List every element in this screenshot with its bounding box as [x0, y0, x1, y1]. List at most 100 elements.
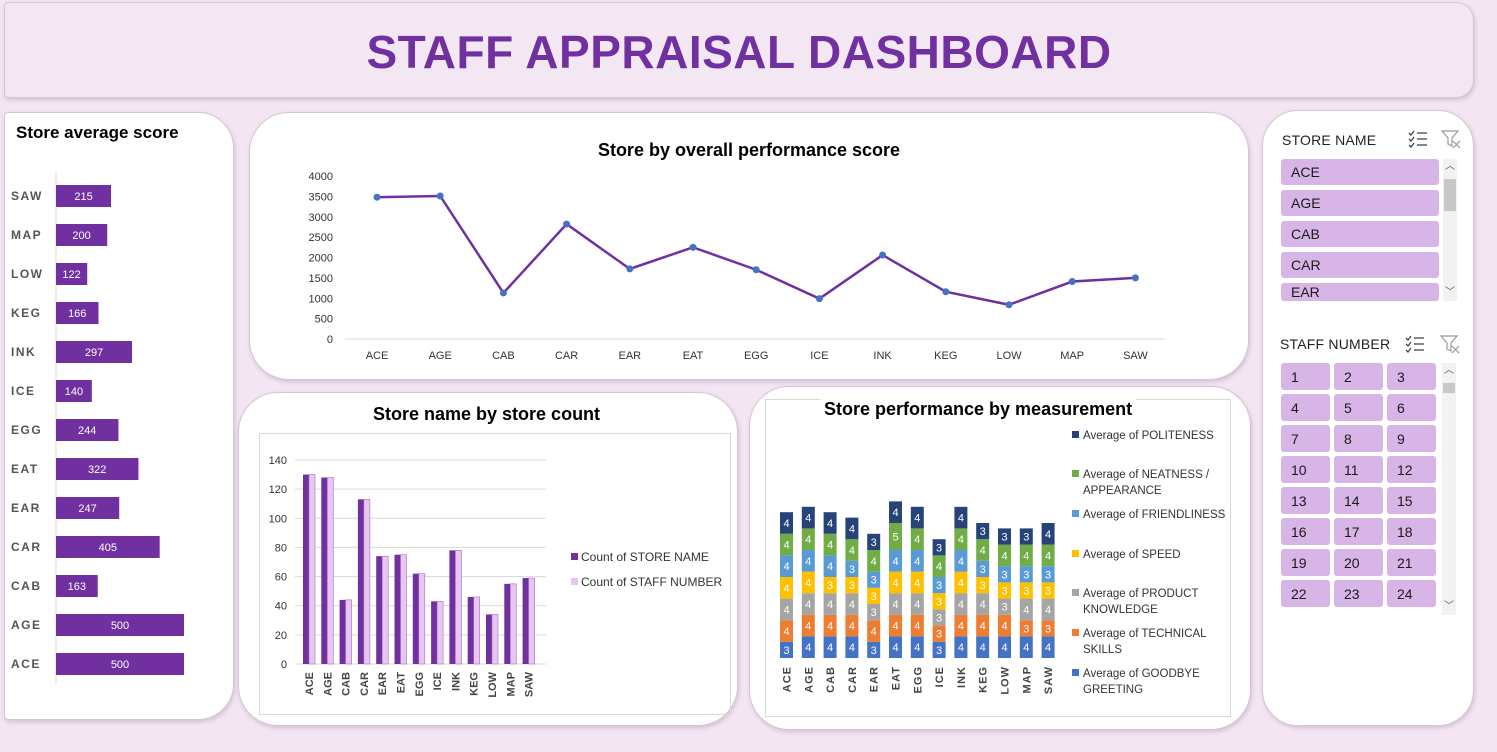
bar [56, 263, 88, 285]
legend-swatch [1072, 431, 1079, 438]
staff-slicer-item[interactable]: 23 [1334, 580, 1383, 607]
data-label: 3 [1001, 569, 1007, 581]
store-slicer-item[interactable]: CAR [1281, 252, 1439, 278]
staff-slicer-item[interactable]: 9 [1387, 425, 1436, 452]
data-label: 3 [936, 580, 942, 592]
store-slicer-item[interactable]: AGE [1281, 190, 1439, 216]
data-label: 3 [936, 596, 942, 608]
store-count-bar-chart: 0 20 40 60 80 100 120 140 ACE AGE CAB CAR EAR EAT EGG I… [269, 455, 723, 698]
multi-select-icon[interactable] [1407, 129, 1429, 149]
data-point [436, 192, 444, 200]
staff-slicer-item[interactable]: 13 [1281, 487, 1330, 514]
staff-slicer-item[interactable]: 21 [1387, 549, 1436, 576]
data-label: 4 [849, 545, 855, 557]
data-label: 4 [892, 621, 898, 633]
staff-slicer-item[interactable]: 20 [1334, 549, 1383, 576]
x-tick-label: LOW [996, 350, 1022, 362]
x-tick-label: CAR [847, 666, 859, 693]
data-point [626, 265, 634, 273]
clear-filter-icon[interactable] [1440, 129, 1462, 149]
performance-score-card[interactable]: Store by overall performance score 0 500 1… [249, 112, 1249, 380]
staff-slicer-item[interactable]: 22 [1281, 580, 1330, 607]
data-label: 3 [1045, 586, 1051, 598]
bar [400, 554, 407, 665]
title-banner: STAFF APPRAISAL DASHBOARD [4, 2, 1474, 98]
bar-segment [998, 528, 1011, 545]
data-point [942, 288, 950, 296]
bar-segment [910, 636, 924, 658]
scroll-up-icon[interactable]: ︿ [1445, 161, 1455, 172]
legend-swatch [571, 553, 578, 560]
staff-slicer-item[interactable]: 10 [1281, 456, 1330, 483]
x-tick-label: ACE [782, 666, 794, 692]
bar-segment [801, 571, 815, 594]
store-name-scrollbar[interactable]: ︿ ﹀ [1443, 159, 1457, 301]
data-label: 166 [68, 308, 86, 320]
staff-slicer-item[interactable]: 6 [1387, 394, 1436, 421]
data-label: 4 [805, 577, 811, 589]
staff-slicer-item[interactable]: 1 [1281, 363, 1330, 390]
staff-slicer-item[interactable]: 15 [1387, 487, 1436, 514]
staff-slicer-item[interactable]: 12 [1387, 456, 1436, 483]
scroll-down-icon[interactable]: ﹀ [1444, 601, 1454, 612]
multi-select-icon[interactable] [1404, 334, 1426, 354]
scroll-thumb[interactable] [1443, 383, 1455, 393]
x-tick-label: LOW [487, 671, 499, 697]
bar [381, 555, 389, 665]
store-slicer-item[interactable]: CAB [1281, 221, 1439, 247]
staff-slicer-item[interactable]: 14 [1334, 487, 1383, 514]
data-label: 3 [936, 629, 942, 641]
data-label: 3 [1023, 532, 1029, 544]
data-label: 4 [914, 577, 920, 589]
category-label: EAT [11, 462, 39, 476]
bar-segment [932, 609, 946, 626]
legend-swatch [1072, 589, 1079, 596]
x-tick-label: ICE [934, 666, 946, 687]
store-count-card[interactable]: Store name by store count 0 20 40 60 80 100 12… [238, 392, 738, 726]
x-tick-label: ACE [304, 672, 316, 695]
staff-slicer-item[interactable]: 8 [1334, 425, 1383, 452]
staff-slicer-item[interactable]: 2 [1334, 363, 1383, 390]
measurement-card[interactable]: Store performance by measurement 3 4 4 4 4 4 4… [749, 386, 1251, 730]
performance-score-line-chart: 0 500 1000 1500 2000 2500 3000 3500 4000 ACE AGE CA… [309, 171, 1165, 362]
staff-slicer-item[interactable]: 24 [1387, 580, 1436, 607]
scroll-up-icon[interactable]: ︿ [1444, 365, 1454, 376]
staff-slicer-item[interactable]: 16 [1281, 518, 1330, 545]
bar-segment [998, 566, 1011, 583]
bar [56, 497, 120, 519]
x-tick-label: INK [956, 666, 968, 688]
bar-segment [801, 528, 815, 550]
store-average-score-card[interactable]: Store average score SAW 215 MAP 200 LOW 122 KE… [4, 112, 234, 720]
data-label: 4 [1045, 529, 1051, 541]
scroll-thumb[interactable] [1444, 179, 1456, 211]
staff-slicer-item[interactable]: 7 [1281, 425, 1330, 452]
category-label: CAB [11, 579, 42, 593]
clear-filter-icon[interactable] [1439, 334, 1461, 354]
data-label: 4 [958, 642, 964, 654]
staff-slicer-item[interactable]: 3 [1387, 363, 1436, 390]
staff-slicer-item[interactable]: 4 [1281, 394, 1330, 421]
data-label: 4 [1001, 550, 1007, 562]
staff-slicer-item[interactable]: 17 [1334, 518, 1383, 545]
staff-slicer-item[interactable]: 19 [1281, 549, 1330, 576]
data-label: 3 [1023, 623, 1029, 635]
store-slicer-item[interactable]: EAR [1281, 283, 1439, 301]
data-label: 4 [783, 604, 789, 616]
staff-slicer-item[interactable]: 11 [1334, 456, 1383, 483]
scroll-down-icon[interactable]: ﹀ [1445, 287, 1455, 298]
bar-segment [932, 625, 946, 642]
data-point [689, 243, 697, 251]
staff-slicer-item[interactable]: 18 [1387, 518, 1436, 545]
staff-number-scrollbar[interactable]: ︿ ﹀ [1442, 363, 1456, 615]
data-label: 4 [783, 583, 789, 595]
bar-segment [976, 539, 990, 561]
data-label: 4 [980, 545, 986, 557]
data-label: 4 [783, 626, 789, 638]
bar-segment [932, 577, 946, 594]
bar-segment [998, 636, 1011, 658]
bar [56, 185, 112, 207]
data-point [1131, 274, 1139, 282]
data-label: 4 [892, 577, 898, 589]
staff-slicer-item[interactable]: 5 [1334, 394, 1383, 421]
store-slicer-item[interactable]: ACE [1281, 159, 1439, 185]
